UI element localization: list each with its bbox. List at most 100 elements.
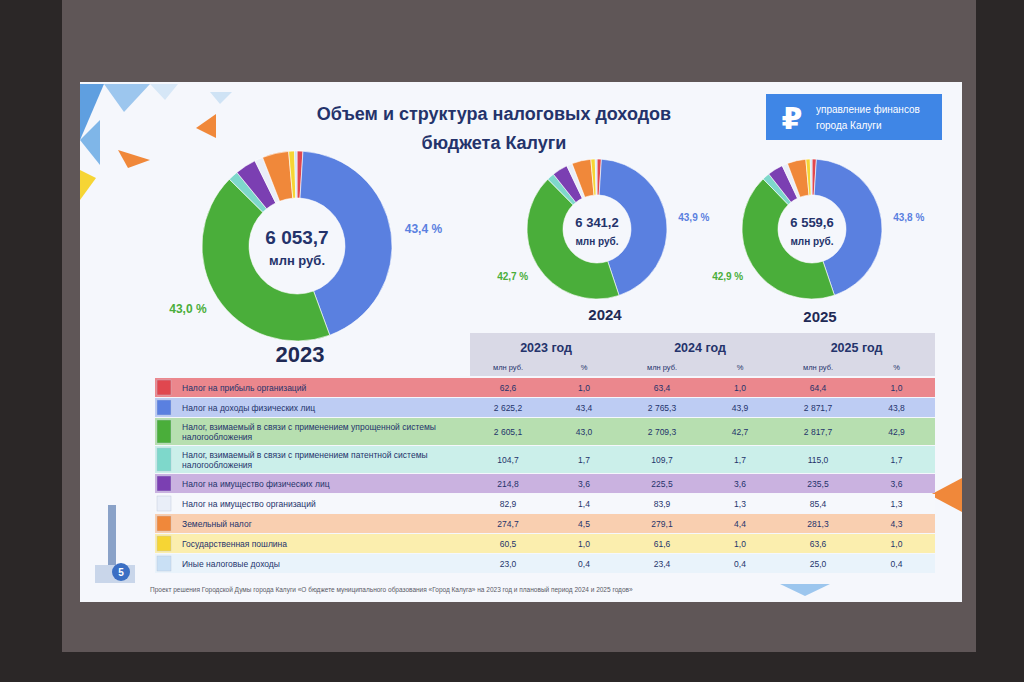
table-row: Налог на имущество физических лиц 214,8 3,… <box>155 474 935 493</box>
logo: ₽ управление финансов города Калуги <box>766 94 942 140</box>
donut-chart: 6 053,7млн руб.43,4 %43,0 % <box>169 151 442 341</box>
text-line: Налог на имущество организаций <box>182 499 316 509</box>
table-subheader: млн руб. <box>647 363 677 372</box>
table-cell: 104,7 <box>497 455 519 465</box>
slice <box>806 159 811 195</box>
table-cell: 115,0 <box>808 455 829 465</box>
slide-icon: 5 <box>95 505 135 583</box>
table-cell: 0,4 <box>734 559 746 569</box>
decor-shape <box>80 170 96 200</box>
table-cell: 43,8 <box>888 403 905 413</box>
table-cell: 64,4 <box>810 383 827 393</box>
table-cell: 42,9 <box>888 427 905 437</box>
chart-year: 2025 <box>803 308 836 325</box>
row-color-key <box>157 476 171 491</box>
table-cell: 225,5 <box>651 479 673 489</box>
row-color-key <box>157 556 171 571</box>
table-cell: 60,5 <box>500 539 517 549</box>
text-line: Налог на имущество физических лиц <box>182 479 330 489</box>
icon-circle <box>112 563 130 581</box>
chart-year: 2024 <box>588 306 622 323</box>
logo-box <box>766 94 942 140</box>
data-label: 43,9 % <box>678 212 709 223</box>
data-label: 42,9 % <box>712 271 743 282</box>
slice <box>295 151 297 198</box>
table-cell: 279,1 <box>651 519 673 529</box>
table-subheader: млн руб. <box>493 363 523 372</box>
table-cell: 2 871,7 <box>804 403 833 413</box>
icon-tower <box>108 505 116 565</box>
center-total: 6 559,6 <box>790 215 833 230</box>
table-row: Налог, взимаемый в связи с применением п… <box>155 446 935 473</box>
table-cell: 62,6 <box>500 383 517 393</box>
decor-shape <box>80 120 100 165</box>
table-cell: 3,6 <box>734 479 746 489</box>
decor-shape <box>104 84 150 112</box>
slices <box>742 159 882 299</box>
table-row: Налог на прибыль организаций62,61,063,41… <box>155 378 935 397</box>
decor-shape <box>196 114 216 138</box>
slice <box>572 159 594 197</box>
text-line: Налог на доходы физических лиц <box>182 403 315 413</box>
table-cell: 4,3 <box>891 519 903 529</box>
slide-number: 5 <box>118 567 124 578</box>
table-header-bg <box>470 333 935 376</box>
row-color-key <box>157 448 171 471</box>
table-cell: 1,0 <box>734 539 746 549</box>
table-row: Земельный налог274,74,5279,14,4281,34,3 <box>155 514 935 533</box>
table-cell: 0,4 <box>891 559 903 569</box>
table-cell: 214,8 <box>497 479 519 489</box>
table-cell: 23,0 <box>500 559 517 569</box>
row-background <box>155 514 935 533</box>
decor-shape <box>150 84 178 100</box>
decor-shape <box>118 150 150 168</box>
table-cell: 1,0 <box>891 539 903 549</box>
table-subheader: % <box>581 363 588 372</box>
data-label: 42,7 % <box>497 271 528 282</box>
table-cell: 43,0 <box>576 427 593 437</box>
slice <box>595 159 597 195</box>
table-cell: 1,0 <box>578 383 590 393</box>
title: Объем и структура налоговых доходовбюдже… <box>317 104 671 153</box>
row-background <box>155 398 935 417</box>
row-color-key <box>157 536 171 551</box>
slice <box>591 159 596 195</box>
table-row: Налог, взимаемый в связи с применением у… <box>155 418 935 445</box>
row-background <box>155 554 935 573</box>
slice <box>810 159 812 195</box>
row-label: Налог на прибыль организаций <box>182 383 306 393</box>
slide-background <box>80 82 962 602</box>
row-label: Налог на имущество физических лиц <box>182 479 330 489</box>
text-line: Налог на прибыль организаций <box>182 383 306 393</box>
slide-canvas: Объем и структура налоговых доходовбюдже… <box>0 0 1024 682</box>
logo-text: управление финансов <box>816 104 920 115</box>
row-color-key <box>157 400 171 415</box>
row-color-key <box>157 496 171 511</box>
table-cell: 43,4 <box>576 403 593 413</box>
table-year-header: 2023 год <box>520 341 572 355</box>
title-line: Объем и структура налоговых доходов <box>317 104 671 124</box>
slice <box>787 159 809 197</box>
text-line: Иные налоговые доходы <box>182 559 280 569</box>
text-line: Земельный налог <box>182 519 252 529</box>
table-subheader: % <box>893 363 900 372</box>
table-cell: 3,6 <box>891 479 903 489</box>
table-cell: 2 625,2 <box>494 403 523 413</box>
table-cell: 61,6 <box>654 539 671 549</box>
table-cell: 25,0 <box>810 559 827 569</box>
center-total: 6 341,2 <box>575 215 618 230</box>
table-subheader: % <box>737 363 744 372</box>
decoration <box>80 84 962 596</box>
table-row: Иные налоговые доходы23,00,423,40,425,00… <box>155 554 935 573</box>
table-cell: 0,4 <box>578 559 590 569</box>
logo-symbol: ₽ <box>782 102 803 135</box>
table-cell: 1,0 <box>578 539 590 549</box>
data-label: 43,4 % <box>405 222 443 236</box>
table-cell: 109,7 <box>651 455 673 465</box>
logo-text: города Калуги <box>816 120 882 131</box>
table-row: Налог на имущество организаций82,91,483,… <box>155 494 935 513</box>
data-label: 43,8 % <box>893 212 924 223</box>
table-row: Государственная пошлина60,51,061,61,063,… <box>155 534 935 553</box>
text-line: Государственная пошлина <box>182 539 287 549</box>
center-unit: млн руб. <box>575 236 618 247</box>
